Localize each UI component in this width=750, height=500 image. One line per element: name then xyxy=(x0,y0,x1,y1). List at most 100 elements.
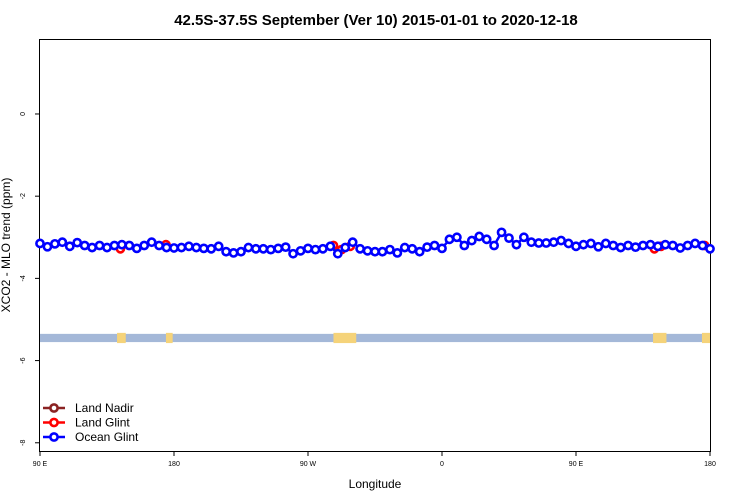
ocean-band xyxy=(40,333,710,343)
ocean-glint-point xyxy=(697,240,708,251)
ocean-glint-point xyxy=(42,241,53,252)
ocean-glint-point xyxy=(407,243,418,254)
ocean-glint-point xyxy=(362,245,373,256)
ocean-glint-point xyxy=(206,243,217,254)
ocean-glint-point xyxy=(526,237,537,248)
ocean-glint-point xyxy=(64,241,75,252)
ocean-glint-point xyxy=(481,234,492,245)
ocean-glint-point xyxy=(556,235,567,246)
ocean-glint-point xyxy=(384,244,395,255)
y-tick-label: -4 xyxy=(20,275,27,281)
ocean-glint-point xyxy=(392,247,403,258)
ocean-glint-point xyxy=(593,241,604,252)
ocean-glint-point xyxy=(690,238,701,249)
y-tick-label: 0 xyxy=(20,112,27,116)
ocean-glint-point xyxy=(79,240,90,251)
ocean-glint-point xyxy=(139,240,150,251)
ocean-glint-point xyxy=(94,240,105,251)
ocean-glint-point xyxy=(377,246,388,257)
ocean-glint-point xyxy=(146,237,157,248)
x-tick-label: 90 E xyxy=(569,461,584,468)
y-tick-label: -2 xyxy=(20,193,27,199)
ocean-glint-point xyxy=(541,238,552,248)
ocean-glint-point xyxy=(399,242,410,253)
ocean-glint-point xyxy=(585,238,596,249)
ocean-glint-point xyxy=(116,239,127,250)
ocean-glint-point xyxy=(682,240,693,251)
ocean-glint-point xyxy=(578,239,589,250)
ocean-glint-point xyxy=(608,240,619,251)
ocean-glint-point xyxy=(630,242,641,253)
ocean-glint-point xyxy=(49,238,60,249)
legend-marker xyxy=(49,417,59,428)
x-tick-label: 180 xyxy=(168,461,180,468)
ocean-glint-point xyxy=(615,242,626,253)
ocean-glint-point xyxy=(660,239,671,250)
ocean-glint-point xyxy=(496,227,507,238)
ocean-glint-point xyxy=(652,241,663,252)
ocean-glint-point xyxy=(154,240,165,251)
ocean-glint-point xyxy=(87,242,98,253)
ocean-glint-point xyxy=(489,240,500,251)
ocean-glint-point xyxy=(675,243,686,253)
legend-marker xyxy=(49,403,59,413)
ocean-glint-point xyxy=(667,240,678,251)
ocean-glint-point xyxy=(258,243,269,254)
legend-label: Ocean Glint xyxy=(75,430,139,444)
ocean-glint-point xyxy=(310,244,321,255)
ocean-glint-point xyxy=(355,243,366,254)
ocean-glint-point xyxy=(429,240,440,251)
x-tick-label: 180 xyxy=(704,461,716,468)
ocean-glint-point xyxy=(176,242,187,253)
ocean-glint-point xyxy=(265,244,276,255)
ocean-glint-point xyxy=(422,242,433,253)
ocean-glint-point xyxy=(332,248,343,259)
ocean-glint-point xyxy=(511,239,522,250)
ocean-glint-point xyxy=(548,237,559,248)
ocean-glint-point xyxy=(474,231,485,242)
ocean-glint-point xyxy=(131,243,142,254)
y-axis-label: XCO2 - MLO trend (ppm) xyxy=(0,178,13,313)
ocean-glint-point xyxy=(347,237,358,248)
x-axis: 90 E 180 90 W 0 90 E 180 xyxy=(33,451,716,468)
ocean-glint-point xyxy=(57,237,68,248)
ocean-glint-point xyxy=(303,243,313,254)
ocean-glint-point xyxy=(236,246,246,257)
ocean-glint-point xyxy=(533,238,544,248)
x-tick-label: 90 W xyxy=(300,461,317,468)
y-axis: 0 -2 -4 -6 -8 xyxy=(20,112,40,446)
ocean-glint-point xyxy=(191,242,202,253)
ocean-glint-point xyxy=(109,240,120,251)
x-axis-label: Longitude xyxy=(349,477,402,491)
ocean-glint-point xyxy=(243,242,254,253)
ocean-glint-point xyxy=(221,246,232,257)
ocean-glint-point xyxy=(414,246,425,257)
ocean-glint-point xyxy=(183,241,194,252)
ocean-glint-point xyxy=(571,241,581,252)
legend-marker xyxy=(49,432,59,442)
ocean-glint-point xyxy=(102,242,112,253)
ocean-glint-point xyxy=(459,240,470,251)
ocean-glint-point xyxy=(124,240,135,251)
ocean-glint-point xyxy=(340,242,351,253)
ocean-glint-point xyxy=(451,232,462,243)
ocean-glint-point xyxy=(600,238,611,249)
ocean-glint-point xyxy=(370,246,380,257)
ocean-glint-point xyxy=(250,243,261,254)
ocean-glint-point xyxy=(228,247,239,258)
land-segment xyxy=(117,332,126,344)
land-segment xyxy=(701,332,710,344)
ocean-glint-point xyxy=(317,243,328,254)
ocean-glint-point xyxy=(288,248,299,259)
ocean-glint-point xyxy=(280,242,291,253)
ocean-glint-point xyxy=(518,232,529,243)
ocean-glint-point xyxy=(638,240,648,251)
ocean-glint-point xyxy=(466,235,477,246)
chart-title: 42.5S-37.5S September (Ver 10) 2015-01-0… xyxy=(174,12,578,29)
x-tick-label: 90 E xyxy=(33,461,48,468)
ocean-glint-point xyxy=(161,242,172,253)
y-tick-label: -6 xyxy=(20,357,27,363)
